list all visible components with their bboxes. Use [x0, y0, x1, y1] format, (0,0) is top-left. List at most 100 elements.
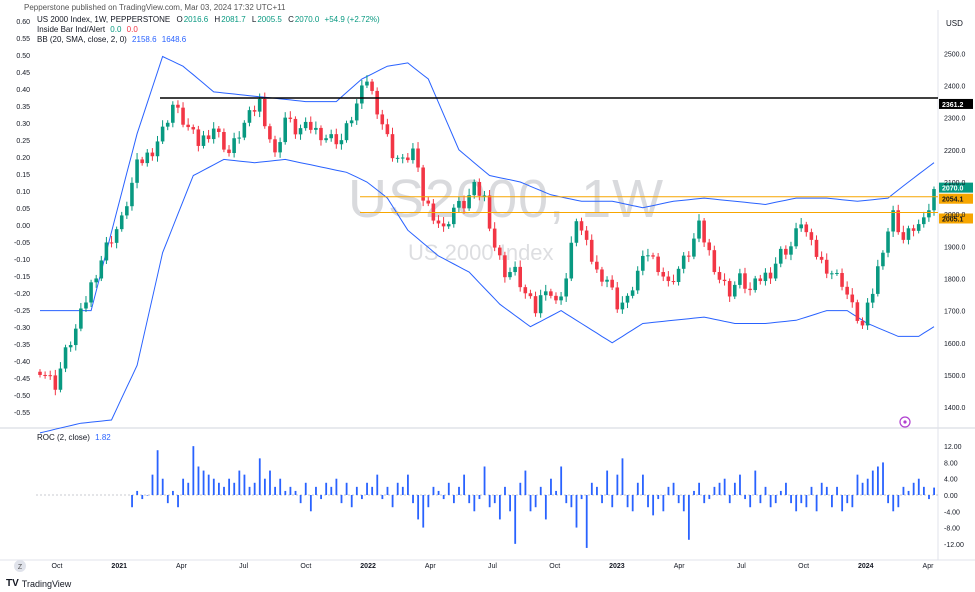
- candle-body: [702, 220, 706, 243]
- candle-body: [308, 121, 313, 130]
- logo-mark: TV: [6, 578, 19, 589]
- candle-body: [635, 270, 640, 291]
- roc-bar: [759, 495, 762, 504]
- candle-body: [794, 228, 798, 247]
- left-tick-label: -0.35: [14, 342, 30, 349]
- roc-bar: [498, 495, 501, 520]
- roc-bar: [693, 490, 695, 495]
- left-tick-label: 0.45: [16, 70, 30, 77]
- roc-bar: [739, 474, 741, 495]
- o-label: O: [176, 15, 183, 24]
- roc-bar: [657, 495, 660, 500]
- price-tick-label: 2500.0: [944, 51, 966, 58]
- candle-body: [707, 242, 712, 251]
- candle-body: [298, 128, 303, 135]
- roc-bar: [493, 495, 496, 504]
- roc-tick-label: -4.00: [944, 509, 960, 516]
- candle-body: [273, 139, 277, 153]
- candle-body: [186, 124, 190, 128]
- candle-body: [135, 159, 139, 183]
- candle-body: [171, 104, 175, 123]
- roc-bar: [304, 482, 307, 495]
- candle-body: [375, 90, 379, 115]
- time-tick-label: Jul: [737, 563, 746, 570]
- roc-bar: [483, 466, 486, 495]
- indicator1-legend[interactable]: Inside Bar Ind/Alert 0.0 0.0: [37, 25, 380, 34]
- left-tick-label: 0.50: [16, 53, 30, 60]
- roc-bar: [687, 495, 690, 540]
- roc-bar: [805, 495, 808, 508]
- roc-bar: [621, 458, 624, 495]
- level-badge: [939, 213, 973, 224]
- tradingview-logo[interactable]: TV TradingView: [6, 578, 71, 589]
- roc-bar: [432, 486, 435, 495]
- roc-bar: [172, 490, 174, 495]
- candle-body: [89, 282, 93, 303]
- roc-bar: [320, 495, 322, 500]
- roc-bar: [728, 495, 731, 504]
- legend: US 2000 Index, 1W, PEPPERSTONE O2016.6 H…: [37, 15, 380, 44]
- roc-bar: [335, 478, 338, 495]
- roc-bar: [514, 495, 517, 544]
- candle-body: [344, 123, 349, 141]
- roc-bar: [141, 495, 144, 500]
- roc-bar: [611, 495, 614, 508]
- roc-bar: [361, 495, 363, 500]
- roc-bar: [187, 482, 190, 495]
- roc-bar: [902, 486, 905, 495]
- level-badge-label: 2361.2: [942, 102, 964, 109]
- roc-legend[interactable]: ROC (2, close) 1.82: [37, 433, 111, 442]
- candle-body: [932, 189, 936, 211]
- left-tick-label: -0.40: [14, 359, 30, 366]
- roc-bar: [866, 478, 869, 495]
- roc-bar: [642, 474, 644, 495]
- candle-body: [819, 256, 824, 260]
- candle-body: [380, 114, 385, 125]
- candle-body: [778, 248, 783, 264]
- roc-bar: [473, 495, 476, 512]
- candle-body: [610, 279, 614, 288]
- roc-bar: [131, 495, 133, 508]
- candle-body: [104, 242, 109, 261]
- roc-bar: [647, 495, 649, 508]
- candle-body: [217, 128, 221, 133]
- candle-body: [247, 110, 252, 123]
- roc-bar: [723, 478, 726, 495]
- candle-body: [155, 141, 160, 157]
- candle-body: [354, 103, 359, 121]
- left-tick-label: -0.20: [14, 291, 30, 298]
- time-tick-label: Oct: [300, 563, 311, 570]
- candle-body: [130, 182, 134, 207]
- roc-bar: [550, 478, 552, 495]
- roc-bar: [238, 470, 241, 495]
- candle-body: [119, 215, 124, 230]
- settings-icon[interactable]: [899, 416, 911, 428]
- bb-upper-line: [40, 55, 935, 312]
- time-tick-label: Oct: [798, 563, 809, 570]
- roc-bar: [350, 495, 353, 508]
- candle-body: [916, 224, 921, 231]
- candle-body: [150, 152, 155, 157]
- roc-bar: [580, 495, 583, 500]
- roc-bar: [243, 474, 246, 495]
- indicator2-legend[interactable]: BB (20, SMA, close, 2, 0) 2158.6 1648.6: [37, 35, 380, 44]
- candle-body: [671, 281, 676, 283]
- candle-body: [814, 239, 819, 257]
- roc-bar: [396, 482, 399, 495]
- candle-body: [789, 246, 793, 255]
- candle-body: [543, 291, 548, 296]
- roc-bar: [570, 495, 573, 508]
- candle-body: [615, 287, 620, 310]
- roc-bar: [422, 495, 425, 528]
- candle-body: [876, 266, 880, 294]
- candle-body: [681, 255, 686, 269]
- roc-bar: [299, 495, 302, 504]
- candle-body: [727, 281, 732, 297]
- timezone-icon[interactable]: Z: [14, 560, 26, 572]
- candle-body: [564, 278, 568, 297]
- currency-label[interactable]: USD: [946, 19, 963, 28]
- roc-bar: [544, 495, 547, 520]
- roc-bar: [749, 495, 752, 508]
- left-tick-label: 0.10: [16, 189, 30, 196]
